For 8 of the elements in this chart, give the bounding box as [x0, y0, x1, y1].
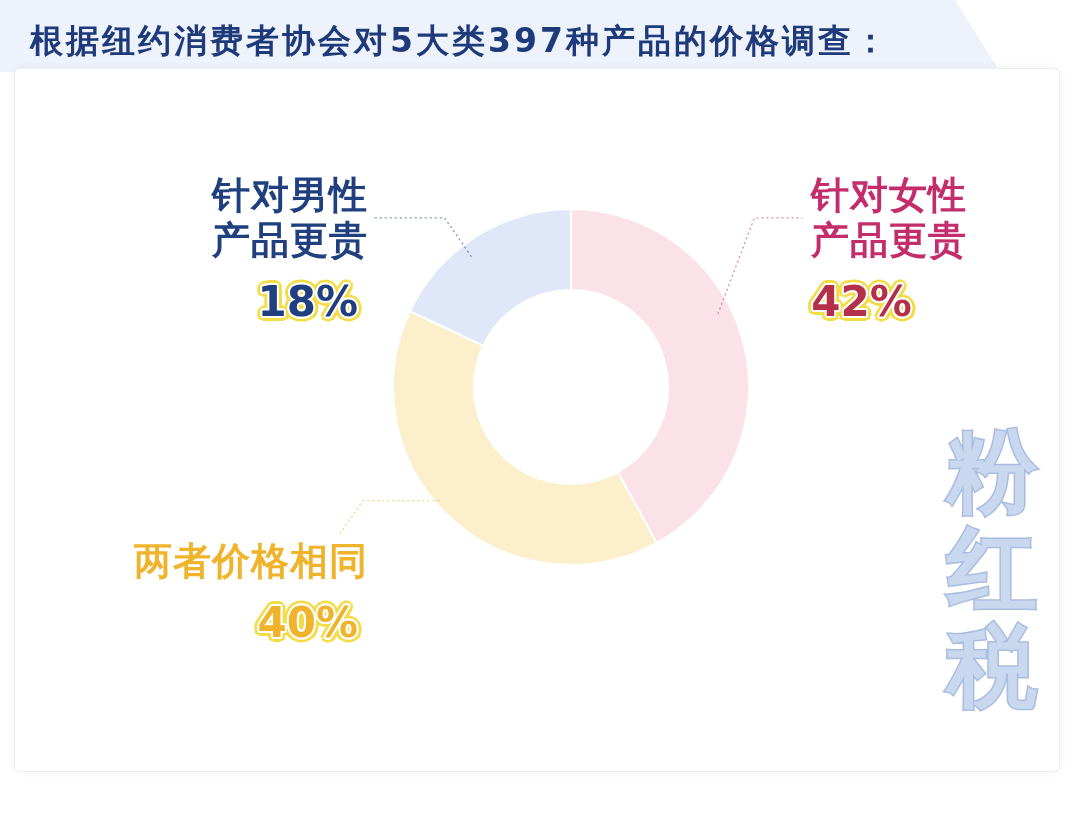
slice-label: 针对女性产品更贵 [811, 172, 969, 263]
slice-label: 针对男性产品更贵 [210, 172, 369, 263]
data-label: 40% [257, 597, 359, 647]
slice-label: 两者价格相同 [133, 538, 369, 584]
text: 粉红税 [944, 418, 1038, 719]
chart-title: 根据纽约消费者协会对5大类397种产品的价格调查： [30, 20, 890, 62]
data-label: 42% [811, 276, 912, 326]
data-label: 18% [257, 276, 359, 326]
